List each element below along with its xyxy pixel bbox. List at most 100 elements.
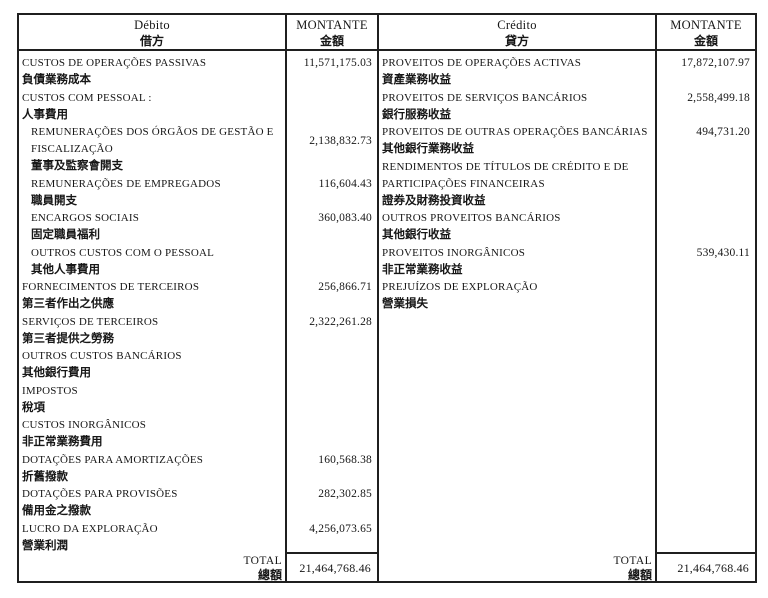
table-row: CUSTOS INORGÂNICOS 非正常業務費用	[19, 417, 285, 452]
row-label-zh: 非正常業務收益	[382, 263, 463, 276]
table-row: LUCRO DA EXPLORAÇÃO 營業利潤	[19, 521, 285, 556]
amount-header-zh: 金額	[319, 33, 344, 48]
row-label-zh: 營業利潤	[22, 539, 68, 552]
debit-header-pt: Débito	[134, 18, 170, 32]
table-row: FORNECIMENTOS DE TERCEIROS 第三者作出之供應	[19, 279, 285, 314]
table-row: RENDIMENTOS DE TÍTULOS DE CRÉDITO E DE P…	[379, 159, 655, 211]
row-label-zh: 董事及監察會開支	[31, 160, 123, 173]
row-amount: 160,568.38	[318, 453, 372, 466]
credit-header-pt: Crédito	[497, 18, 537, 32]
table-row: OUTROS CUSTOS BANCÁRIOS 其他銀行費用	[19, 348, 285, 383]
row-amount	[287, 417, 377, 452]
credit-total-label: TOTAL 總額	[379, 552, 657, 582]
row-amount: 282,302.85	[318, 488, 372, 501]
amount-header-pt: MONTANTE	[296, 18, 368, 32]
row-amount: 539,430.11	[696, 246, 750, 259]
row-label-zh: 負債業務成本	[22, 74, 91, 87]
row-label-zh: 資產業務收益	[382, 74, 451, 87]
credit-amounts-column: 17,872,107.97 2,558,499.18 494,731.20 53…	[657, 51, 755, 552]
row-label-pt: OUTROS CUSTOS BANCÁRIOS	[22, 350, 182, 363]
credit-amount-header: MONTANTE 金額	[657, 15, 755, 51]
table-row: PROVEITOS DE SERVIÇOS BANCÁRIOS 銀行服務收益	[379, 90, 655, 125]
row-amount: 256,866.71	[318, 281, 372, 294]
debit-labels-column: CUSTOS DE OPERAÇÕES PASSIVAS 負債業務成本 CUST…	[19, 51, 287, 552]
table-row: ENCARGOS SOCIAIS 固定職員福利	[19, 210, 285, 245]
table-row: OUTROS PROVEITOS BANCÁRIOS 其他銀行收益	[379, 210, 655, 245]
table-row: DOTAÇÕES PARA AMORTIZAÇÕES 折舊撥款	[19, 452, 285, 487]
row-label-pt: REMUNERAÇÕES DOS ÓRGÃOS DE GESTÃO E	[31, 126, 274, 138]
row-amount	[287, 90, 377, 125]
row-amount	[287, 348, 377, 383]
row-label-zh: 稅項	[22, 401, 45, 414]
debit-amount-header: MONTANTE 金額	[287, 15, 379, 51]
row-label-zh: 職員開支	[31, 194, 77, 207]
row-label-zh: 固定職員福利	[31, 229, 100, 242]
row-amount	[657, 279, 755, 314]
amount-header-zh: 金額	[693, 33, 718, 48]
profit-loss-table: Débito 借方 MONTANTE 金額 Crédito 貸方 MONTANT…	[17, 13, 757, 583]
row-amount: 116,604.43	[318, 177, 372, 190]
table-row: REMUNERAÇÕES DOS ÓRGÃOS DE GESTÃO E FISC…	[19, 124, 285, 176]
credit-column-header: Crédito 貸方	[379, 15, 657, 51]
row-label-pt: PROVEITOS INORGÂNICOS	[382, 246, 526, 259]
row-label-pt: SERVIÇOS DE TERCEIROS	[22, 315, 159, 328]
credit-total-amount: 21,464,768.46	[657, 552, 755, 582]
row-amount: 17,872,107.97	[681, 57, 750, 69]
row-amount: 4,256,073.65	[309, 522, 372, 535]
row-label-zh: 第三者提供之勞務	[22, 332, 114, 345]
row-label-zh: 其他銀行業務收益	[382, 143, 474, 156]
credit-labels-column: PROVEITOS DE OPERAÇÕES ACTIVAS 資產業務收益 PR…	[379, 51, 657, 552]
row-amount	[287, 245, 377, 280]
row-label-zh: 其他人事費用	[31, 263, 100, 276]
row-label-zh: 證券及財務投資收益	[382, 194, 486, 207]
row-amount: 360,083.40	[318, 212, 372, 225]
row-label-zh: 其他銀行收益	[382, 229, 451, 242]
table-row: OUTROS CUSTOS COM O PESSOAL 其他人事費用	[19, 245, 285, 280]
credit-header-zh: 貸方	[504, 33, 529, 48]
table-row: PROVEITOS DE OPERAÇÕES ACTIVAS 資產業務收益	[379, 55, 655, 90]
row-label-pt: PROVEITOS DE OUTRAS OPERAÇÕES BANCÁRIAS	[382, 126, 648, 138]
table-row: CUSTOS COM PESSOAL : 人事費用	[19, 90, 285, 125]
row-amount	[287, 383, 377, 418]
row-label-pt: REMUNERAÇÕES DE EMPREGADOS	[31, 177, 221, 190]
amount-header-pt: MONTANTE	[670, 18, 742, 32]
row-label-pt: PROVEITOS DE OPERAÇÕES ACTIVAS	[382, 57, 582, 69]
total-label-pt: TOTAL	[243, 555, 282, 567]
debit-amounts-column: 11,571,175.03 2,138,832.73 116,604.43 36…	[287, 51, 379, 552]
row-label-zh: 其他銀行費用	[22, 367, 91, 380]
total-label-zh: 總額	[627, 567, 652, 582]
debit-total-amount: 21,464,768.46	[287, 552, 379, 582]
row-label-pt: PREJUÍZOS DE EXPLORAÇÃO	[382, 281, 538, 294]
row-label-pt-line2: PARTICIPAÇÕES FINANCEIRAS	[382, 177, 545, 190]
row-label-pt: CUSTOS COM PESSOAL :	[22, 91, 152, 104]
table-row: PROVEITOS INORGÂNICOS 非正常業務收益	[379, 245, 655, 280]
row-label-zh: 營業損失	[382, 298, 428, 311]
row-label-pt: CUSTOS DE OPERAÇÕES PASSIVAS	[22, 57, 207, 69]
row-label-pt: OUTROS CUSTOS COM O PESSOAL	[31, 246, 215, 259]
row-amount: 2,558,499.18	[687, 91, 750, 104]
row-label-pt: FORNECIMENTOS DE TERCEIROS	[22, 281, 200, 294]
row-amount: 2,322,261.28	[309, 315, 372, 328]
row-label-pt: OUTROS PROVEITOS BANCÁRIOS	[382, 212, 561, 225]
table-row: CUSTOS DE OPERAÇÕES PASSIVAS 負債業務成本	[19, 55, 285, 90]
row-amount	[657, 159, 755, 211]
table-row: PROVEITOS DE OUTRAS OPERAÇÕES BANCÁRIAS …	[379, 124, 655, 159]
row-label-zh: 備用金之撥款	[22, 505, 91, 518]
table-row: PREJUÍZOS DE EXPLORAÇÃO 營業損失	[379, 279, 655, 314]
row-label-pt: CUSTOS INORGÂNICOS	[22, 419, 147, 432]
row-label-zh: 第三者作出之供應	[22, 298, 114, 311]
row-label-pt: RENDIMENTOS DE TÍTULOS DE CRÉDITO E DE	[382, 160, 629, 173]
row-label-pt-line2: FISCALIZAÇÃO	[31, 143, 113, 156]
row-label-zh: 折舊撥款	[22, 470, 68, 483]
row-amount: 494,731.20	[696, 126, 750, 138]
row-label-zh: 非正常業務費用	[22, 436, 103, 449]
table-row: SERVIÇOS DE TERCEIROS 第三者提供之勞務	[19, 314, 285, 349]
debit-header-zh: 借方	[139, 33, 164, 48]
row-label-zh: 人事費用	[22, 108, 68, 121]
row-amount: 2,138,832.73	[309, 135, 372, 147]
debit-total-label: TOTAL 總額	[19, 552, 287, 582]
total-label-zh: 總額	[257, 567, 282, 582]
row-label-zh: 銀行服務收益	[382, 108, 451, 121]
table-row: REMUNERAÇÕES DE EMPREGADOS 職員開支	[19, 176, 285, 211]
row-label-pt: IMPOSTOS	[22, 384, 78, 397]
